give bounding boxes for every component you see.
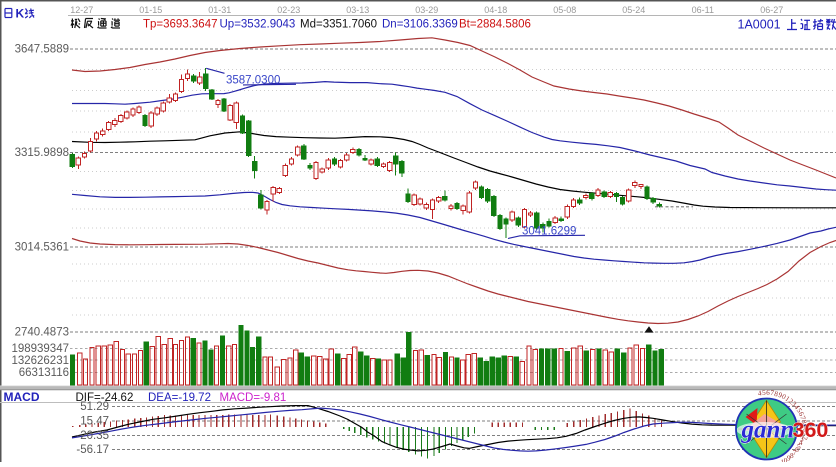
svg-text:MACD: MACD	[4, 390, 40, 404]
svg-text:3014.5361: 3014.5361	[15, 241, 69, 253]
svg-text:MACD=-9.81: MACD=-9.81	[220, 392, 287, 404]
svg-text:132626231: 132626231	[11, 355, 69, 367]
svg-text:02-23: 02-23	[277, 5, 300, 15]
svg-text:01-15: 01-15	[139, 5, 162, 15]
svg-text:15.47: 15.47	[80, 416, 109, 428]
svg-text:03-13: 03-13	[346, 5, 369, 15]
svg-text:2740.4873: 2740.4873	[15, 326, 69, 338]
svg-text:Tp=3693.3647: Tp=3693.3647	[143, 19, 218, 31]
svg-text:3587.0300: 3587.0300	[226, 74, 280, 86]
svg-text:K: K	[16, 7, 25, 21]
svg-text:06-27: 06-27	[760, 5, 783, 15]
svg-text:9: 9	[787, 455, 791, 462]
svg-text:360: 360	[793, 418, 829, 442]
svg-text:DIF=-24.62: DIF=-24.62	[76, 392, 134, 404]
svg-text:66313116: 66313116	[19, 367, 69, 379]
svg-text:05-08: 05-08	[553, 5, 576, 15]
svg-text:3041.6299: 3041.6299	[522, 225, 576, 237]
svg-text:04-18: 04-18	[484, 5, 507, 15]
svg-text:gann: gann	[741, 417, 795, 444]
svg-text:0: 0	[784, 457, 788, 462]
svg-text:198939347: 198939347	[11, 343, 69, 355]
svg-text:12-27: 12-27	[70, 5, 93, 15]
svg-text:05-24: 05-24	[622, 5, 645, 15]
svg-text:Up=3532.9043: Up=3532.9043	[220, 19, 296, 31]
svg-text:Bt=2884.5806: Bt=2884.5806	[459, 19, 531, 31]
svg-text:Dn=3106.3369: Dn=3106.3369	[382, 19, 458, 31]
svg-text:1A0001: 1A0001	[738, 18, 781, 32]
svg-text:-56.17: -56.17	[76, 444, 109, 456]
svg-text:-20.35: -20.35	[76, 430, 109, 442]
svg-text:DEA=-19.72: DEA=-19.72	[148, 392, 211, 404]
svg-text:06-11: 06-11	[692, 5, 714, 15]
svg-text:01-31: 01-31	[208, 5, 231, 15]
svg-text:03-29: 03-29	[415, 5, 438, 15]
svg-text:Md=3351.7060: Md=3351.7060	[300, 19, 377, 31]
svg-text:3315.9898: 3315.9898	[15, 147, 69, 159]
svg-text:3647.5889: 3647.5889	[15, 44, 69, 56]
